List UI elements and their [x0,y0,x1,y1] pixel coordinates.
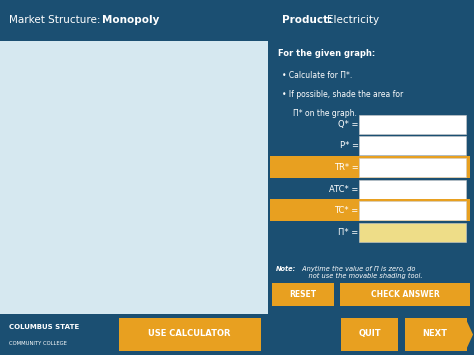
Text: • If possible, shade the area for: • If possible, shade the area for [282,90,403,99]
Bar [358,223,466,242]
Bar [340,283,470,306]
FancyBboxPatch shape [118,318,261,351]
Text: ATC: ATC [181,111,199,120]
Text: Monopoly: Monopoly [102,15,159,26]
Bar [272,283,334,306]
Text: TR* =: TR* = [334,163,358,172]
Text: Electricity: Electricity [327,15,379,26]
Text: QUIT: QUIT [358,329,381,338]
Bar [358,158,466,177]
Text: Market Structure:: Market Structure: [9,15,101,26]
Text: COMMUNITY COLLEGE: COMMUNITY COLLEGE [9,341,67,346]
Text: Anytime the value of Π is zero, do
    not use the movable shading tool.: Anytime the value of Π is zero, do not u… [300,266,422,279]
Text: TC* =: TC* = [334,206,358,215]
Bar [358,180,466,198]
Bar [358,136,466,155]
Bar [270,199,470,221]
Text: MC: MC [93,141,108,151]
Bar [270,156,470,178]
Bar [358,201,466,220]
Text: COLUMBUS STATE: COLUMBUS STATE [9,324,80,330]
Text: • Calculate for Π*.: • Calculate for Π*. [282,71,353,80]
FancyBboxPatch shape [341,318,398,351]
Text: USE CALCULATOR: USE CALCULATOR [148,329,231,338]
Bar [358,115,466,134]
Text: P* =: P* = [339,141,358,151]
Text: Product:: Product: [282,15,332,26]
Text: Note:: Note: [276,266,296,272]
Text: CHECK ANSWER: CHECK ANSWER [371,290,439,299]
FancyBboxPatch shape [405,318,467,351]
Text: NEXT: NEXT [423,329,447,338]
Text: Π* =: Π* = [338,228,358,237]
Text: Π* on the graph.: Π* on the graph. [292,109,356,118]
Polygon shape [465,318,473,351]
Text: For the given graph:: For the given graph: [278,49,375,58]
Text: Q* =: Q* = [338,120,358,129]
Bar [209,127,252,167]
Text: RESET: RESET [289,290,317,299]
Text: ATC* =: ATC* = [329,185,358,193]
